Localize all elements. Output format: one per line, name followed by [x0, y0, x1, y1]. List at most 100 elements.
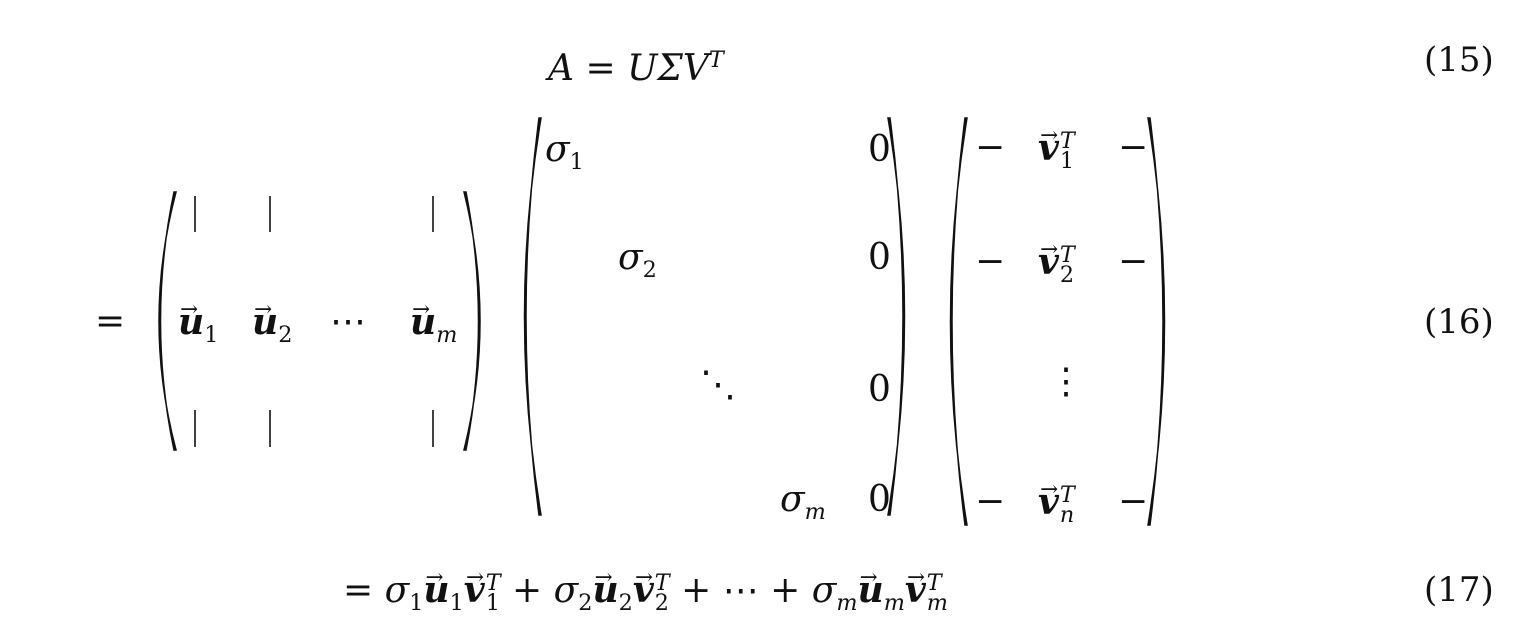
sigma-cell-4-symbol: 0 [868, 237, 891, 278]
u-column-4: um [410, 285, 457, 348]
sigma-right-paren [887, 117, 906, 516]
eq17-v-m-sub: m [926, 590, 948, 616]
eq17-u-m: um [858, 553, 905, 616]
eq17-v-1-symbol: v [464, 553, 485, 615]
u-column-3-cell: ⋯ [330, 297, 366, 347]
eq17-sigma-1-sub: 1 [409, 590, 424, 617]
eq17-sigma-m-sub: m [836, 590, 858, 617]
u-column-1-cell: u1 [178, 285, 218, 348]
eq17-op-1: + [500, 570, 554, 611]
eq17-u-1-sub: 1 [449, 590, 464, 617]
eq17-u-2: u2 [592, 553, 632, 616]
u-column-2-sub: 2 [278, 322, 293, 349]
eq17-sigma-2: σ2 [553, 570, 593, 616]
eq15-transpose: T [708, 47, 724, 73]
eq17-v-2-symbol: v [633, 553, 654, 615]
sigma-cell-7-symbol: σ [780, 479, 805, 520]
v-row-2-left-dash-cell: − [975, 237, 1005, 287]
v-row-4: vTn [1038, 465, 1075, 526]
eq15-lhs: A [548, 48, 574, 89]
sigma-cell-6-symbol: 0 [868, 369, 891, 410]
u-column-1-sub: 1 [204, 322, 219, 349]
sigma-cell-5-symbol: ⋱ [700, 364, 736, 405]
sigma-cell-3: σ2 [618, 237, 657, 283]
sigma-cell-5: ⋱ [700, 364, 736, 405]
sigma-left-paren [523, 117, 542, 516]
equation-number-15: (15) [1424, 40, 1494, 80]
v-row-2-cell: vT2 [1038, 225, 1075, 287]
u-left-paren [158, 191, 177, 451]
v-row-4-symbol: v [1038, 465, 1059, 527]
eq16-equals: = [95, 301, 126, 342]
v-row-4-left-dash: − [975, 481, 1006, 522]
eq17-v-1: vT1 [464, 553, 501, 616]
v-row-1-sub: 1 [1059, 148, 1075, 174]
sigma-cell-1-symbol: σ [545, 129, 570, 170]
u-right-paren [463, 191, 481, 451]
sigma-cell-7-cell: σm [780, 475, 826, 525]
sigma-cell-5-cell: ⋱ [700, 360, 736, 410]
sigma-cell-1: σ1 [545, 129, 584, 175]
eq17-sigma-1-symbol: σ [384, 570, 410, 611]
eq17-u-1: u1 [423, 553, 463, 616]
eq17-v-1-sub: 1 [485, 590, 500, 616]
v-row-4-right-dash-cell: − [1118, 477, 1148, 527]
eq17-v-2: vT2 [633, 553, 670, 616]
eq17-v-m: vTm [905, 553, 948, 616]
v-right-paren [1147, 117, 1166, 526]
eq17-v-1-sup: T [485, 569, 501, 596]
sigma-cell-1-sub: 1 [569, 149, 584, 176]
v-row-2-left-dash: − [975, 241, 1006, 282]
v-row-vdots-symbol: ⋮ [1048, 361, 1084, 402]
eq17-u-2-symbol: u [592, 553, 618, 615]
sigma-cell-1-cell: σ1 [545, 125, 584, 175]
eq17-sigma-2-sub: 2 [578, 590, 593, 617]
u-column-4-cell: um [410, 285, 457, 348]
eq17-op-5: + [770, 570, 812, 611]
v-row-4-cell: vTn [1038, 465, 1075, 527]
equation-17: = σ1u1vT1 + σ2u2vT2 + ⋯ + σmumvTm [343, 553, 948, 628]
u-column-1: u1 [178, 285, 218, 348]
sigma-cell-6: 0 [868, 369, 891, 410]
v-row-2: vT2 [1038, 225, 1075, 286]
eq17-v-2-sub: 2 [654, 590, 669, 616]
v-row-1-symbol: v [1038, 111, 1059, 173]
v-row-1-right-dash-cell: − [1118, 123, 1148, 173]
eq15-equals: = [585, 48, 616, 89]
equation-number-16: (16) [1424, 302, 1494, 342]
eq15-rhs: UΣV [627, 48, 709, 89]
v-row-1-cell: vT1 [1038, 111, 1075, 174]
u-column-3: ⋯ [330, 301, 366, 342]
sigma-cell-3-cell: σ2 [618, 233, 657, 283]
equation-number-17: (17) [1424, 570, 1494, 610]
eq17-v-m-symbol: v [905, 553, 926, 615]
sigma-cell-8-cell: 0 [868, 475, 891, 525]
eq17-sigma-2-symbol: σ [553, 570, 579, 611]
sigma-cell-2-cell: 0 [868, 125, 891, 175]
eq17-sigma-m-symbol: σ [811, 570, 837, 611]
v-row-2-symbol: v [1038, 225, 1059, 287]
sigma-cell-7-sub: m [804, 499, 826, 526]
eq17-sigma-m: σm [811, 570, 858, 616]
v-row-2-right-dash-cell: − [1118, 237, 1148, 287]
sigma-cell-2: 0 [868, 129, 891, 170]
sigma-cell-6-cell: 0 [868, 365, 891, 415]
equation-15: A = UΣVT [548, 35, 724, 94]
v-row-1: vT1 [1038, 111, 1075, 174]
v-row-4-sup: T [1059, 481, 1075, 508]
u-column-2-symbol: u [252, 285, 278, 347]
sigma-cell-8-symbol: 0 [868, 479, 891, 520]
eq17-equals: = [343, 570, 385, 611]
sigma-cell-7: σm [780, 479, 826, 525]
v-row-1-left-dash: − [975, 127, 1006, 168]
eq17-op-4: ⋯ [722, 570, 771, 611]
eq17-sigma-1: σ1 [384, 570, 424, 616]
v-row-4-left-dash-cell: − [975, 477, 1005, 527]
